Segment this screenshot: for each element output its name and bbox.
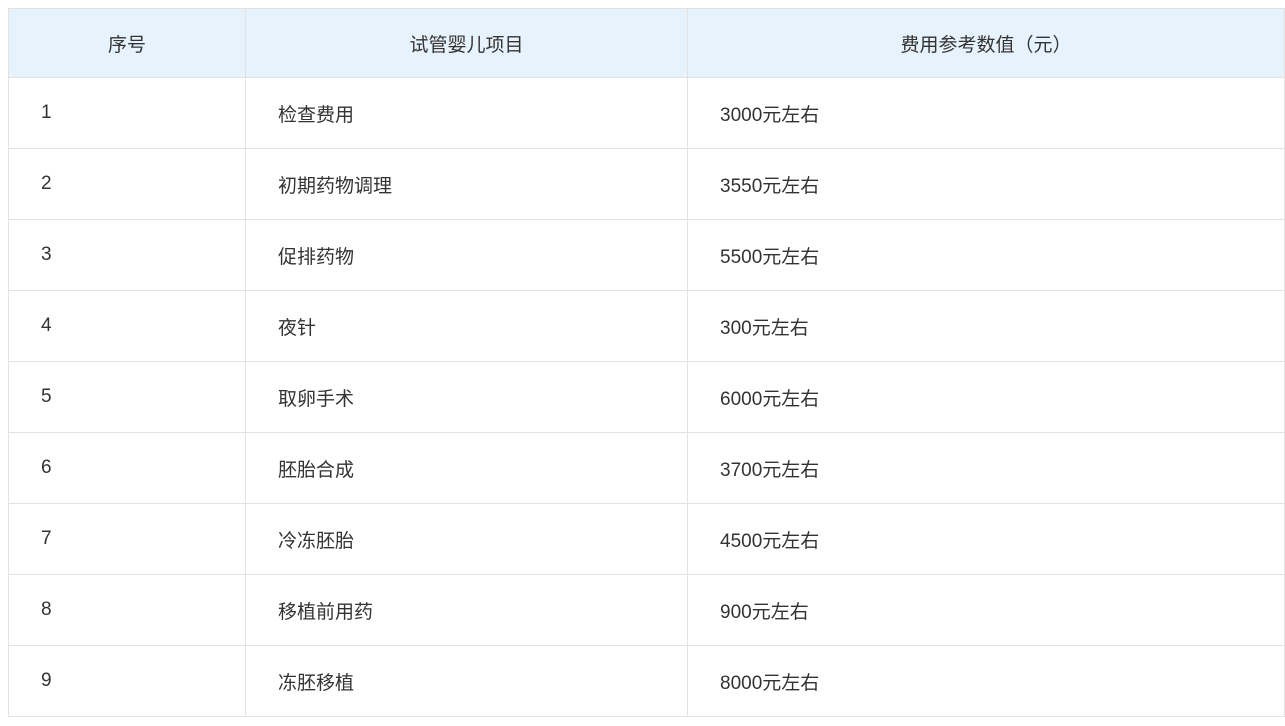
cell-cost: 3700元左右 <box>687 432 1285 504</box>
table-row: 7 冷冻胚胎 4500元左右 <box>8 503 1285 575</box>
cell-item: 冻胚移植 <box>245 645 688 717</box>
cell-item: 促排药物 <box>245 219 688 291</box>
cell-serial: 7 <box>8 503 246 575</box>
cell-serial: 6 <box>8 432 246 504</box>
table-row: 1 检查费用 3000元左右 <box>8 77 1285 149</box>
cell-item: 取卵手术 <box>245 361 688 433</box>
cell-serial: 4 <box>8 290 246 362</box>
cell-item: 检查费用 <box>245 77 688 149</box>
cell-cost: 8000元左右 <box>687 645 1285 717</box>
cell-cost: 900元左右 <box>687 574 1285 646</box>
cell-item: 移植前用药 <box>245 574 688 646</box>
cell-cost: 3000元左右 <box>687 77 1285 149</box>
table-row: 3 促排药物 5500元左右 <box>8 219 1285 291</box>
column-header-item: 试管婴儿项目 <box>245 8 688 78</box>
cell-serial: 2 <box>8 148 246 220</box>
cell-item: 夜针 <box>245 290 688 362</box>
cell-item: 胚胎合成 <box>245 432 688 504</box>
cell-cost: 4500元左右 <box>687 503 1285 575</box>
table-row: 6 胚胎合成 3700元左右 <box>8 432 1285 504</box>
cell-serial: 3 <box>8 219 246 291</box>
cell-serial: 8 <box>8 574 246 646</box>
cell-serial: 5 <box>8 361 246 433</box>
ivf-cost-table: 序号 试管婴儿项目 费用参考数值（元） 1 检查费用 3000元左右 2 初期药… <box>8 8 1285 717</box>
cell-cost: 5500元左右 <box>687 219 1285 291</box>
column-header-cost: 费用参考数值（元） <box>687 8 1285 78</box>
cell-serial: 9 <box>8 645 246 717</box>
table-row: 9 冻胚移植 8000元左右 <box>8 645 1285 717</box>
cell-cost: 300元左右 <box>687 290 1285 362</box>
cell-serial: 1 <box>8 77 246 149</box>
cell-item: 冷冻胚胎 <box>245 503 688 575</box>
column-header-serial: 序号 <box>8 8 246 78</box>
table-row: 8 移植前用药 900元左右 <box>8 574 1285 646</box>
table-header-row: 序号 试管婴儿项目 费用参考数值（元） <box>8 8 1285 78</box>
cell-cost: 6000元左右 <box>687 361 1285 433</box>
table-row: 4 夜针 300元左右 <box>8 290 1285 362</box>
cell-cost: 3550元左右 <box>687 148 1285 220</box>
cell-item: 初期药物调理 <box>245 148 688 220</box>
table-row: 2 初期药物调理 3550元左右 <box>8 148 1285 220</box>
table-row: 5 取卵手术 6000元左右 <box>8 361 1285 433</box>
